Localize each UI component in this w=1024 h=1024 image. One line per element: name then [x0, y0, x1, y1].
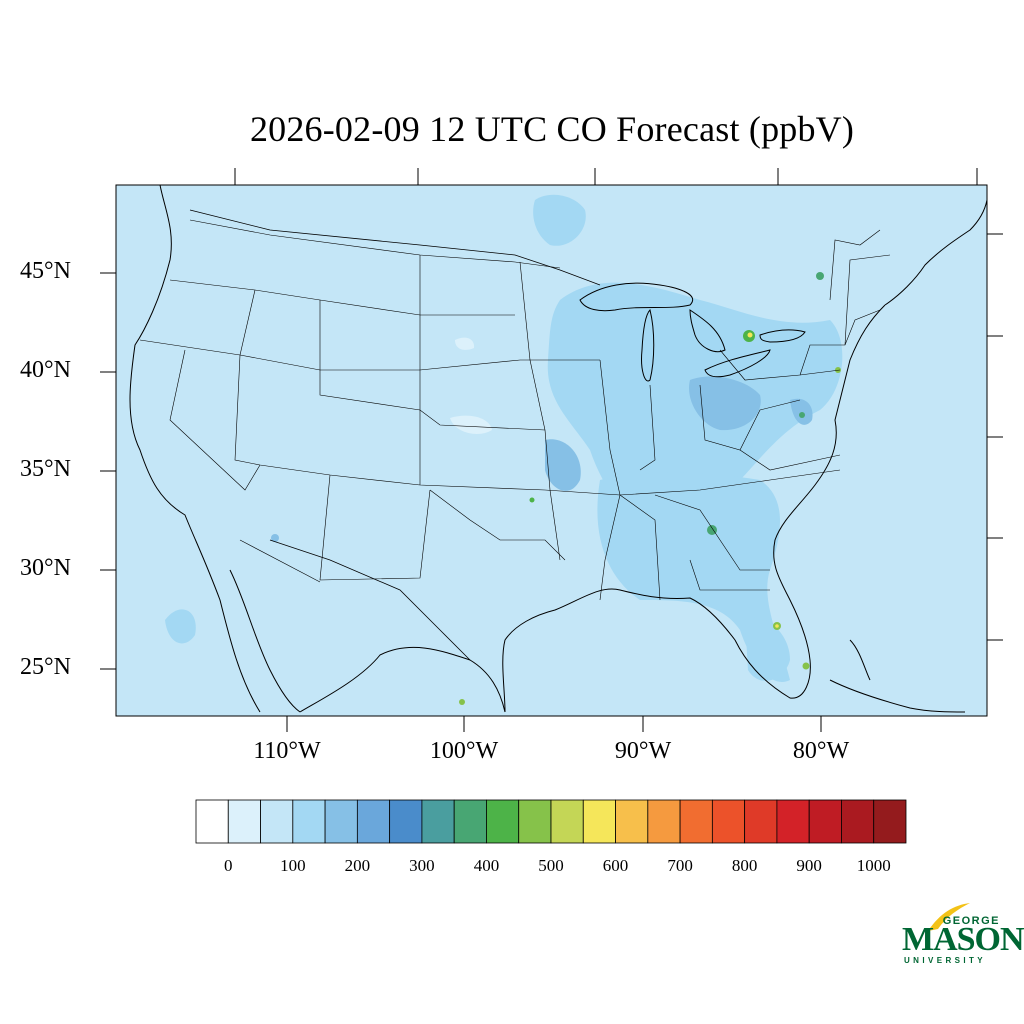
colorbar-tick-label: 500 — [538, 856, 564, 875]
colorbar-tick-label: 600 — [602, 856, 629, 875]
colorbar-swatch — [582, 799, 616, 844]
colorbar-swatch — [615, 799, 649, 844]
colorbar-swatch — [873, 799, 907, 844]
concentration-blobs — [165, 194, 843, 705]
colorbar-swatch — [453, 799, 487, 844]
colorbar-swatch — [679, 799, 713, 844]
hotspot-arkansas — [529, 497, 535, 503]
colorbar-tick-label: 1000 — [856, 856, 891, 875]
international-border — [189, 209, 601, 661]
colorbar-swatch — [292, 799, 326, 844]
lake-erie — [704, 349, 771, 378]
plume-florida — [745, 617, 790, 681]
lat-label-45n: 45°N — [20, 258, 71, 284]
colorbar-swatch — [518, 799, 552, 844]
colorbar-tick-label: 300 — [409, 856, 435, 875]
colorbar-tick-label: 900 — [796, 856, 822, 875]
colorbar-tick-label: 700 — [667, 856, 693, 875]
coast-west — [129, 184, 261, 713]
plume-arkansas — [545, 439, 581, 491]
great-lakes — [579, 282, 806, 382]
colorbar-swatch — [227, 799, 261, 844]
colorbar-swatch — [647, 799, 681, 844]
colorbar-swatch — [195, 799, 229, 844]
plume-dc — [790, 398, 813, 425]
lon-label-100w: 100°W — [429, 738, 499, 764]
lon-label-80w: 80°W — [792, 738, 850, 764]
logo-university-text: UNIVERSITY — [904, 956, 987, 965]
coast-mexico-gulf — [502, 588, 811, 713]
map-title: 2026-02-09 12 UTC CO Forecast (ppbV) — [249, 109, 855, 149]
colorbar-swatch — [808, 799, 842, 844]
logo-swoosh-icon — [928, 903, 970, 931]
lat-label-40n: 40°N — [20, 357, 71, 383]
lon-label-110w: 110°W — [253, 738, 321, 764]
lon-label-90w: 90°W — [614, 738, 672, 764]
hotspot-detroit-core — [747, 332, 753, 338]
colorbar-swatch — [744, 799, 778, 844]
colorbar-tick-label: 0 — [224, 856, 233, 875]
logo-george-text: GEORGE — [942, 915, 1000, 927]
low-patch-dakota — [455, 337, 475, 350]
coast-northeast — [884, 199, 988, 306]
colorbar-tick-label: 100 — [280, 856, 306, 875]
low-patch-nebraska — [450, 415, 492, 434]
logo-mason-text: MASON — [902, 921, 1024, 958]
bottom-ticks — [286, 716, 822, 732]
colorbar-swatch — [841, 799, 875, 844]
state-boundaries — [139, 219, 891, 601]
coast-gulf — [299, 646, 506, 713]
lat-label-35n: 35°N — [20, 456, 71, 482]
colorbar-tick-label: 200 — [344, 856, 371, 875]
colorbar-swatch — [776, 799, 810, 844]
colorbar-swatch — [356, 799, 391, 844]
lat-label-25n: 25°N — [20, 654, 71, 680]
map-frame — [115, 184, 988, 717]
hotspot-montreal — [816, 272, 824, 280]
coastlines — [129, 184, 988, 713]
lat-label-30n: 30°N — [20, 555, 71, 581]
colorbar-tick-label: 400 — [473, 856, 500, 875]
coast-baja — [229, 569, 301, 713]
colorbar-swatch — [389, 799, 423, 844]
lake-superior — [579, 282, 693, 312]
hotspot-phoenix — [271, 534, 279, 542]
colorbar-swatch — [711, 799, 746, 844]
lake-huron — [689, 309, 726, 353]
coast-cuba — [829, 679, 966, 713]
plume-pacific — [165, 609, 196, 644]
plume-ohio — [689, 376, 761, 431]
gmu-logo: GEORGE MASON UNIVERSITY — [898, 895, 1024, 970]
colorbar-tick-label: 800 — [731, 856, 758, 875]
coast-bahamas — [849, 639, 871, 681]
plume-southeast — [597, 472, 790, 682]
left-ticks — [100, 272, 116, 670]
coast-florida — [773, 304, 886, 661]
hotspot-miami — [802, 662, 810, 670]
colorbar-swatch — [421, 799, 455, 844]
hotspot-atlanta — [707, 525, 717, 535]
hotspot-dc — [799, 412, 805, 418]
colorbar-swatch — [550, 799, 584, 844]
colorbar-swatch — [260, 799, 294, 844]
colorbar-swatch — [486, 799, 520, 844]
lake-ontario — [759, 329, 806, 343]
lake-michigan — [641, 309, 655, 382]
top-ticks — [234, 168, 978, 185]
hotspot-tampa-core — [775, 624, 779, 628]
right-ticks — [987, 233, 1003, 641]
colorbar-swatch — [324, 799, 358, 844]
hotspot-monterrey — [459, 699, 465, 705]
plume-canada — [533, 194, 586, 246]
